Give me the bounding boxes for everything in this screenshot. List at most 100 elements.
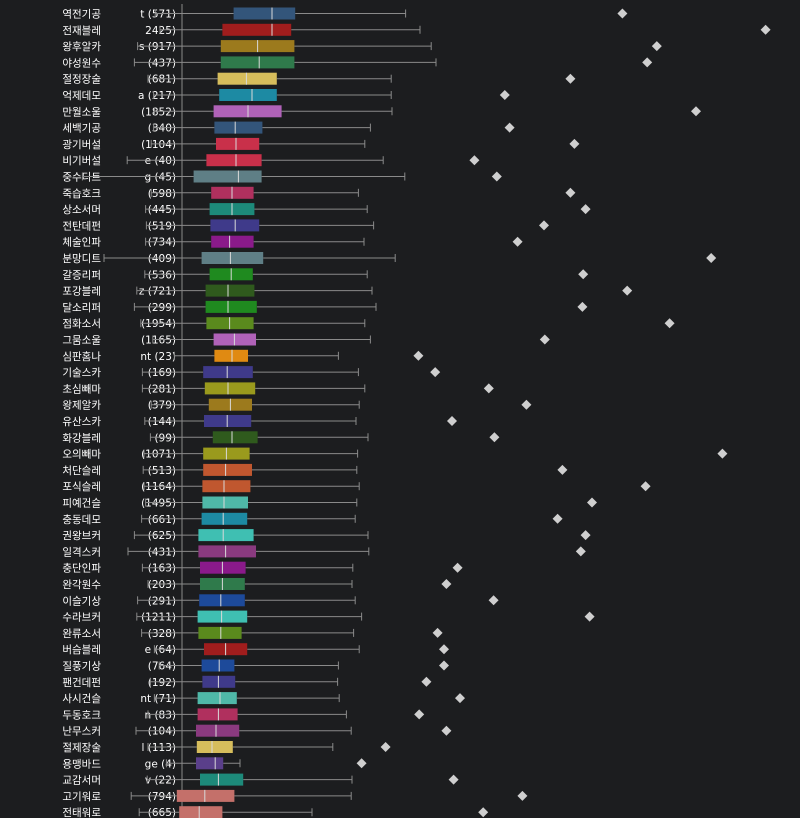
- outlier-marker: [455, 693, 465, 704]
- outlier-marker: [760, 24, 771, 35]
- row-count-label: (681): [148, 74, 176, 86]
- row-name-label: 수라브커: [62, 612, 101, 624]
- row-count-label: (291): [148, 595, 176, 607]
- row-count-label: (519): [148, 220, 176, 232]
- box-row: 분망디트 (409): [62, 252, 717, 265]
- row-name-label: 갈증리퍼: [62, 268, 101, 281]
- iqr-box: [206, 154, 262, 167]
- outlier-marker: [691, 106, 701, 117]
- row-name-label: 팬건데펀: [62, 677, 101, 689]
- outlier-marker: [469, 155, 480, 166]
- box-row: 유산스카 (144): [62, 415, 457, 428]
- box-row: 포식슬레 (1164): [62, 480, 651, 493]
- row-name-label: 절정장술: [62, 73, 101, 86]
- row-name-label: 비기버설: [62, 155, 101, 167]
- row-count-label: l (113): [142, 742, 177, 754]
- box-row: 중수디트 g (45): [62, 170, 502, 184]
- row-name-label: 절제장술: [62, 741, 101, 754]
- box-row: 완류소서 (328): [62, 626, 443, 640]
- outlier-marker: [483, 383, 494, 394]
- box-row: 이슬기상 (291): [62, 594, 499, 607]
- outlier-marker: [706, 253, 717, 263]
- iqr-box: [220, 56, 295, 69]
- row-count-label: (192): [148, 677, 176, 689]
- outlier-marker: [447, 416, 457, 426]
- box-row: 전재블레 2425): [62, 23, 771, 37]
- iqr-box: [197, 692, 237, 705]
- row-count-label: (379): [148, 400, 176, 412]
- iqr-box: [196, 757, 224, 770]
- outlier-marker: [575, 546, 586, 557]
- iqr-box: [211, 235, 254, 248]
- outlier-marker: [584, 611, 595, 622]
- row-count-label: (437): [148, 57, 176, 69]
- box-row: 비기버설 e (40): [62, 154, 480, 167]
- row-count-label: n (83): [144, 709, 176, 721]
- row-name-label: 이슬기상: [62, 595, 101, 607]
- row-count-label: (1071): [141, 449, 176, 461]
- iqr-box: [205, 284, 255, 297]
- row-count-label: (99): [154, 432, 176, 444]
- outlier-marker: [521, 399, 532, 410]
- row-name-label: 오의빼마: [62, 449, 101, 461]
- box-row: 고기워로 (794): [62, 789, 528, 803]
- row-name-label: 처단슬레: [62, 465, 101, 477]
- iqr-box: [212, 431, 258, 444]
- row-name-label: 왕제알카: [62, 400, 101, 412]
- iqr-box: [217, 72, 277, 85]
- iqr-box: [201, 659, 235, 672]
- box-row: 세백기공 (340): [62, 121, 515, 135]
- row-name-label: 죽습호크: [62, 188, 101, 200]
- box-row: 난무스커 (104): [62, 724, 452, 738]
- row-count-label: (536): [148, 269, 176, 281]
- outlier-marker: [617, 8, 628, 19]
- iqr-box: [203, 366, 253, 379]
- row-count-label: nt (71): [140, 693, 176, 705]
- box-row: 왕후알카 s (917): [62, 40, 662, 53]
- row-name-label: 충단인파: [62, 563, 101, 575]
- box-row: 억제데모 a (217): [62, 89, 510, 102]
- row-count-label: (104): [148, 726, 176, 738]
- row-count-label: (794): [148, 791, 176, 803]
- outlier-marker: [439, 660, 449, 671]
- iqr-box: [214, 349, 248, 362]
- row-count-label: (1954): [141, 318, 176, 330]
- row-count-label: (1104): [141, 139, 176, 151]
- row-name-label: 완류소서: [62, 627, 101, 640]
- iqr-box: [222, 23, 292, 36]
- row-count-label: t (571): [140, 9, 176, 21]
- box-row: 만월소울 (1852): [62, 105, 701, 118]
- row-name-label: 전재블레: [62, 25, 101, 37]
- outlier-marker: [499, 90, 510, 100]
- iqr-box: [204, 382, 256, 395]
- row-name-label: 사시건슬: [62, 693, 101, 705]
- outlier-marker: [441, 725, 452, 736]
- row-name-label: 피예건슬: [62, 497, 101, 510]
- box-row: 충동데모 (661): [62, 512, 563, 526]
- iqr-box: [198, 626, 242, 639]
- row-name-label: 유산스카: [62, 416, 101, 428]
- outlier-marker: [539, 334, 550, 345]
- outlier-marker: [421, 676, 432, 687]
- iqr-box: [202, 480, 251, 493]
- row-name-label: 중수디트: [62, 172, 101, 184]
- row-name-label: 질풍기상: [62, 661, 101, 673]
- outlier-marker: [569, 138, 580, 149]
- row-count-label: g (45): [144, 172, 176, 184]
- row-count-label: ge (4): [145, 758, 176, 770]
- row-name-label: 세백기공: [62, 123, 101, 135]
- iqr-box: [197, 708, 238, 721]
- outlier-marker: [587, 497, 597, 508]
- row-count-label: e (64): [145, 644, 176, 656]
- box-row: 교감서머 v (22): [62, 773, 459, 787]
- row-name-label: 고기워로: [62, 790, 101, 803]
- box-row: 상소서머 (445): [62, 203, 591, 216]
- row-name-label: 상소서머: [62, 204, 101, 216]
- row-count-label: (661): [148, 514, 176, 526]
- box-row: 두동호크 n (83): [62, 708, 425, 721]
- row-count-label: (409): [148, 253, 176, 265]
- row-count-label: v (22): [145, 775, 176, 787]
- row-count-label: e (40): [145, 155, 176, 167]
- iqr-box: [200, 773, 244, 786]
